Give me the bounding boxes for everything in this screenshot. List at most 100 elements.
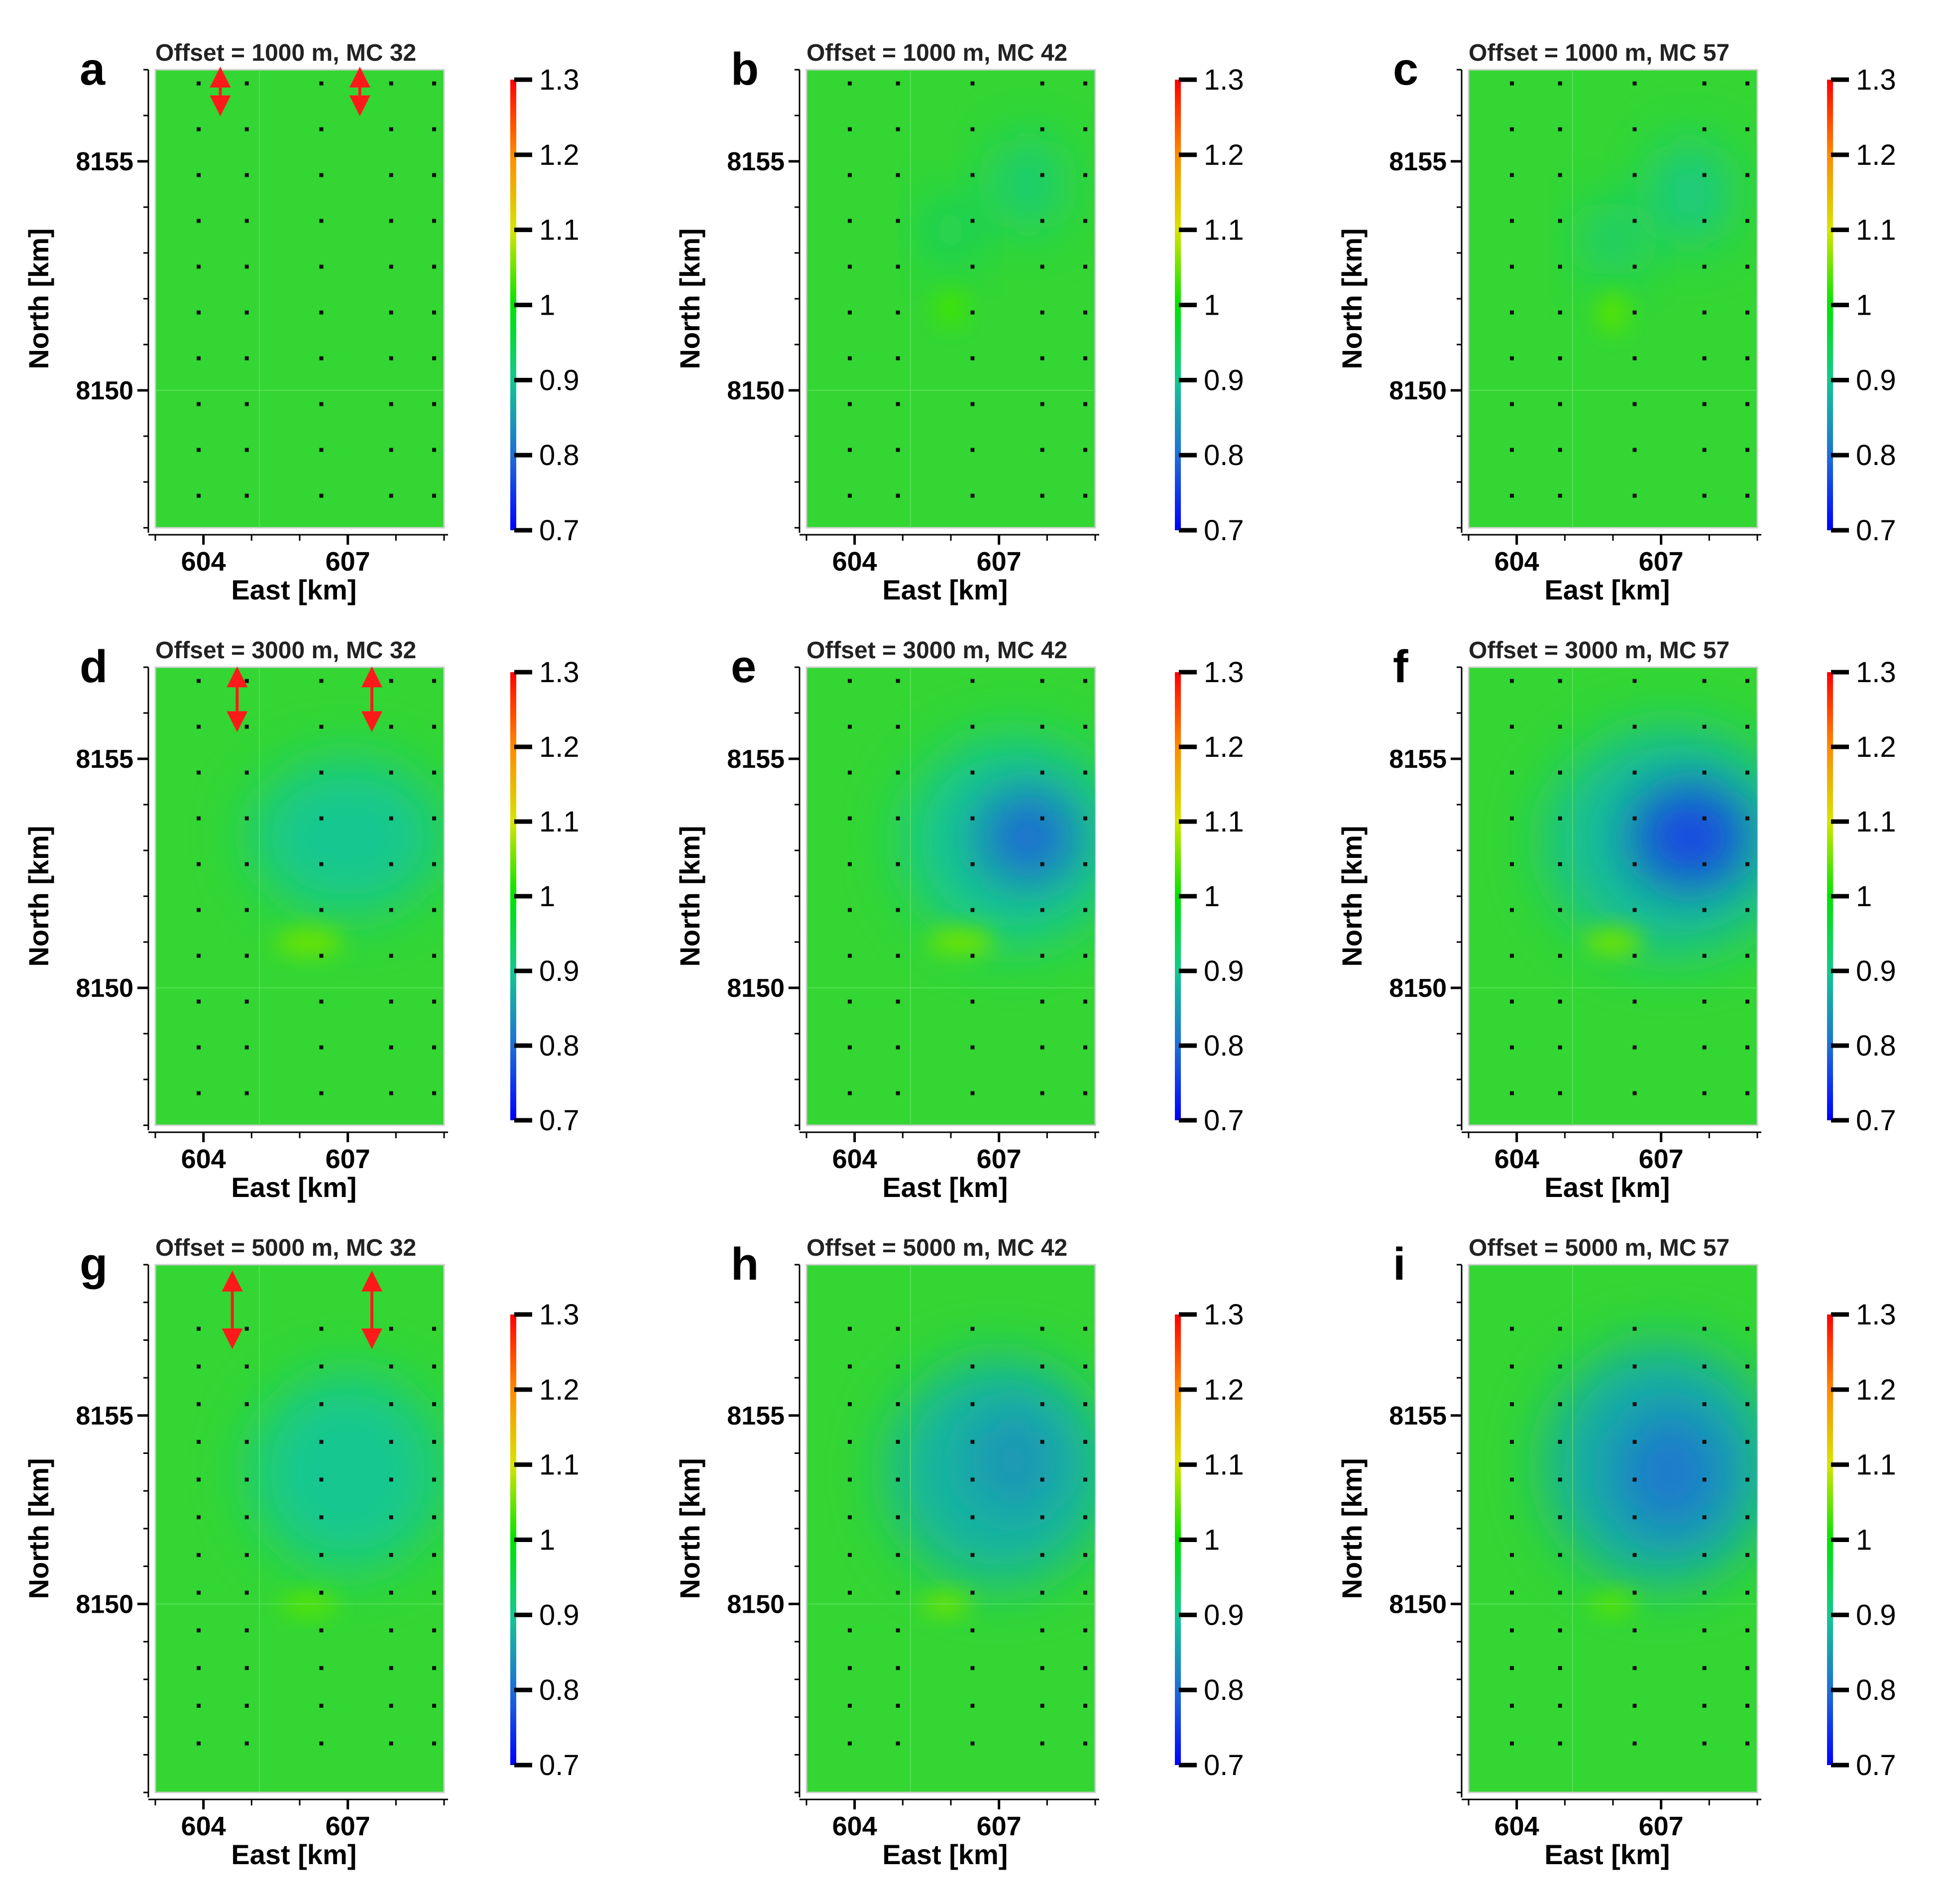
y-tick-label: 8155 bbox=[727, 1402, 785, 1430]
station-marker bbox=[389, 816, 393, 821]
station-marker bbox=[197, 953, 201, 958]
station-marker bbox=[432, 770, 436, 775]
station-marker bbox=[1745, 953, 1749, 958]
station-marker bbox=[432, 1045, 436, 1050]
station-marker bbox=[1040, 953, 1044, 958]
anomaly-2 bbox=[1599, 292, 1627, 333]
station-marker bbox=[432, 493, 436, 498]
station-marker bbox=[1702, 1045, 1707, 1050]
station-marker bbox=[1510, 81, 1514, 86]
station-marker bbox=[1745, 1590, 1749, 1595]
station-marker bbox=[1510, 1364, 1514, 1369]
station-marker bbox=[896, 1553, 900, 1557]
anomaly-2 bbox=[1584, 928, 1642, 956]
station-marker bbox=[848, 1590, 852, 1595]
station-marker bbox=[1745, 1553, 1749, 1557]
station-marker bbox=[1558, 953, 1562, 958]
colorbar-tick-label: 1.2 bbox=[539, 1374, 579, 1406]
station-marker bbox=[244, 1741, 249, 1746]
station-marker bbox=[848, 356, 852, 360]
station-marker bbox=[319, 1439, 324, 1444]
station-marker bbox=[1558, 770, 1562, 775]
station-marker bbox=[1745, 770, 1749, 775]
station-marker bbox=[896, 1628, 900, 1633]
station-marker bbox=[197, 219, 201, 223]
station-marker bbox=[319, 862, 324, 866]
station-marker bbox=[1040, 310, 1044, 315]
station-marker bbox=[197, 724, 201, 729]
station-marker bbox=[1558, 679, 1562, 683]
station-marker bbox=[244, 816, 249, 821]
station-marker bbox=[1702, 310, 1707, 315]
y-tick-label: 8150 bbox=[1389, 376, 1447, 405]
station-marker bbox=[896, 1666, 900, 1670]
station-marker bbox=[1745, 173, 1749, 177]
station-marker bbox=[1083, 402, 1087, 406]
colorbar-tick-label: 0.8 bbox=[1204, 1674, 1244, 1706]
station-marker bbox=[319, 1703, 324, 1708]
colorbar: 1.3 1.2 1.1 1 0.9 0.8 0.7 bbox=[1827, 656, 1896, 1137]
y-axis-label: North [km] bbox=[23, 1458, 54, 1599]
station-marker bbox=[1558, 724, 1562, 729]
colorbar-tick-label: 1.2 bbox=[1856, 139, 1896, 171]
station-marker bbox=[319, 310, 324, 315]
station-marker bbox=[197, 1703, 201, 1708]
station-marker bbox=[1702, 770, 1707, 775]
station-marker bbox=[1745, 81, 1749, 86]
station-marker bbox=[1040, 816, 1044, 821]
station-marker bbox=[1745, 1091, 1749, 1095]
station-marker bbox=[1702, 1364, 1707, 1369]
station-marker bbox=[1510, 1045, 1514, 1050]
station-marker bbox=[432, 862, 436, 866]
station-marker bbox=[197, 1045, 201, 1050]
station-marker bbox=[389, 1477, 393, 1482]
station-marker bbox=[432, 908, 436, 912]
station-marker bbox=[1558, 1515, 1562, 1520]
station-marker bbox=[197, 264, 201, 269]
x-axis-label: East [km] bbox=[231, 1172, 356, 1203]
colorbar-strip bbox=[1175, 672, 1181, 1120]
panel-a: a Offset = 1000 m, MC 32 8150 8155 North [km… bbox=[23, 40, 579, 605]
x-tick-label: 607 bbox=[1639, 1811, 1684, 1841]
station-marker bbox=[197, 81, 201, 86]
heatmap-field bbox=[154, 69, 445, 529]
station-marker bbox=[848, 173, 852, 177]
station-marker bbox=[1745, 310, 1749, 315]
panel-letter: g bbox=[80, 1239, 108, 1290]
station-marker bbox=[1632, 816, 1637, 821]
station-marker bbox=[970, 1477, 975, 1482]
station-marker bbox=[1632, 1402, 1637, 1407]
station-marker bbox=[432, 1553, 436, 1557]
station-grid bbox=[197, 1326, 436, 1746]
y-axis-label: North [km] bbox=[674, 228, 705, 369]
station-marker bbox=[970, 724, 975, 729]
station-marker bbox=[1632, 264, 1637, 269]
station-marker bbox=[1083, 1553, 1087, 1557]
station-marker bbox=[432, 953, 436, 958]
station-marker bbox=[970, 127, 975, 131]
station-marker bbox=[432, 1515, 436, 1520]
colorbar: 1.3 1.2 1.1 1 0.9 0.8 0.7 bbox=[1827, 1299, 1896, 1782]
station-marker bbox=[848, 1553, 852, 1557]
station-marker bbox=[1040, 1666, 1044, 1670]
station-marker bbox=[197, 1628, 201, 1633]
station-marker bbox=[389, 448, 393, 452]
station-marker bbox=[1702, 1091, 1707, 1095]
station-marker bbox=[896, 1364, 900, 1369]
station-marker bbox=[197, 1091, 201, 1095]
station-marker bbox=[1510, 770, 1514, 775]
station-marker bbox=[848, 770, 852, 775]
station-marker bbox=[1510, 219, 1514, 223]
station-marker bbox=[970, 679, 975, 683]
station-marker bbox=[1632, 724, 1637, 729]
station-marker bbox=[1558, 219, 1562, 223]
panel-b: b Offset = 1000 m, MC 42 8150 8155 North [km… bbox=[674, 40, 1244, 605]
station-marker bbox=[244, 999, 249, 1004]
station-marker bbox=[848, 1402, 852, 1407]
station-marker bbox=[1702, 1590, 1707, 1595]
station-marker bbox=[970, 81, 975, 86]
station-marker bbox=[244, 173, 249, 177]
station-marker bbox=[244, 1703, 249, 1708]
station-marker bbox=[244, 1477, 249, 1482]
colorbar-strip bbox=[1175, 80, 1181, 530]
